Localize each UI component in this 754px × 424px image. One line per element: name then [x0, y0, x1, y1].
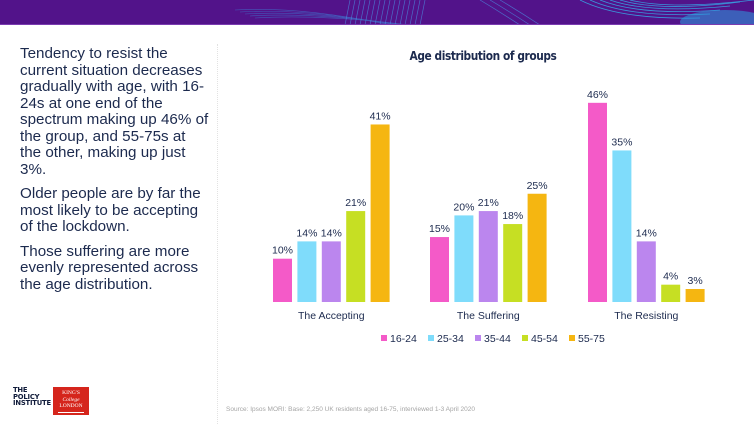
bars-group [273, 102, 705, 302]
bar-the-accepting-16-24 [273, 258, 292, 302]
legend-swatch [522, 335, 528, 341]
commentary-paragraph-2: Older people are by far the most likely … [20, 185, 201, 235]
bar-the-suffering-45-54 [503, 224, 523, 302]
bar-the-accepting-35-44 [321, 241, 341, 302]
logo-line: LONDON [59, 403, 83, 409]
bar-the-resisting-16-24 [588, 102, 607, 302]
category-label: The Accepting [298, 310, 365, 322]
kings-college-logo: KING'S College LONDON [53, 387, 89, 415]
source-note: Source: Ipsos MORI: Base: 2,250 UK resid… [226, 406, 475, 413]
category-label: The Resisting [614, 310, 678, 322]
commentary-text: Tendency to resist the current situation… [20, 45, 210, 301]
bar-the-accepting-55-75 [370, 124, 390, 302]
policy-institute-logo: THE POLICY INSTITUTE [13, 387, 51, 407]
legend-swatch [475, 335, 481, 341]
value-labels-group: 10%14% 14%21%41%15%20% 21%18%25%46%35%14%4… [272, 89, 703, 287]
logo-line: College [62, 396, 80, 403]
bar-value-label: 15% [429, 223, 450, 235]
bar-the-resisting-25-34 [612, 150, 632, 302]
logo-rule [58, 411, 84, 413]
commentary-paragraph-1: Tendency to resist the current situation… [20, 45, 209, 178]
category-label: The Suffering [457, 310, 520, 322]
bar-the-suffering-55-75 [527, 193, 547, 302]
bar-value-label: 14% [321, 227, 342, 239]
logo-line: POLICY [13, 392, 40, 401]
bar-the-suffering-16-24 [430, 237, 449, 302]
legend-swatch [381, 335, 387, 341]
bar-the-resisting-55-75 [685, 289, 705, 302]
logo-line: THE [13, 386, 28, 394]
bar-value-label: 21% [345, 197, 366, 209]
legend-label: 25-34 [437, 333, 464, 345]
bar-value-label: 18% [502, 210, 523, 222]
legend: 16-24 25-34 35-44 45-54 55-75 [381, 333, 605, 345]
legend-label: 16-24 [390, 333, 417, 345]
bar-the-accepting-45-54 [346, 211, 366, 302]
bar-value-label: 3% [688, 275, 703, 287]
bar-value-label: 4% [663, 271, 678, 283]
bar-the-suffering-25-34 [454, 215, 474, 302]
bar-value-label: 14% [296, 227, 317, 239]
legend-swatch [569, 335, 575, 341]
legend-label: 35-44 [484, 333, 511, 345]
legend-swatch [428, 335, 434, 341]
bar-value-label: 35% [611, 136, 632, 148]
vertical-divider [217, 44, 218, 424]
header-banner [0, 0, 754, 25]
logo-line: INSTITUTE [13, 399, 51, 408]
bar-value-label: 10% [272, 245, 293, 257]
bar-the-resisting-45-54 [661, 284, 681, 302]
legend-label: 55-75 [578, 333, 605, 345]
banner-edge [0, 24, 754, 25]
banner-wave-decoration [234, 0, 754, 25]
commentary-paragraph-3: Those suffering are more evenly represen… [20, 242, 199, 293]
bar-value-label: 46% [587, 89, 608, 101]
bar-the-suffering-35-44 [478, 211, 498, 302]
bar-value-label: 41% [370, 110, 391, 122]
bar-the-accepting-25-34 [297, 241, 317, 302]
bar-value-label: 21% [478, 197, 499, 209]
bar-value-label: 25% [527, 180, 548, 192]
bar-value-label: 14% [636, 227, 657, 239]
legend-label: 45-54 [531, 333, 558, 345]
bar-the-resisting-35-44 [636, 241, 656, 302]
logo-line: KING'S [62, 390, 80, 396]
chart-title: Age distribution of groups [409, 48, 557, 63]
bar-value-label: 20% [453, 201, 474, 213]
category-labels-group: The Accepting The Suffering The Resisting [298, 310, 679, 322]
